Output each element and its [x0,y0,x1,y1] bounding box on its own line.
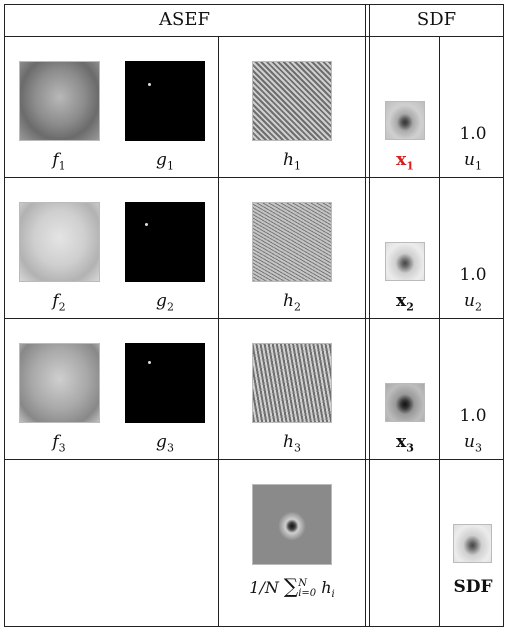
label-u1: u1 [464,150,482,173]
gaussian-target-g1 [125,61,205,141]
col-divider-double-a [365,4,366,627]
weight-u2: 1.0 [459,265,487,285]
weight-u3: 1.0 [459,406,487,426]
filter-image-h2 [252,202,332,282]
label-u2: u2 [464,291,482,314]
sdf-result-label: SDF [453,577,493,597]
table-border-top [4,4,504,5]
average-filter-image [252,484,332,565]
row-divider-1 [4,177,504,178]
label-u3: u3 [464,432,482,455]
col-divider-asef-h [218,37,219,627]
label-x2: x2 [396,291,414,314]
label-x1: x1 [396,150,414,173]
label-h3: h3 [283,432,301,455]
gaussian-target-g2 [125,202,205,282]
row-divider-3 [4,459,504,460]
asef-header: ASEF [159,8,210,30]
table-border-left [4,4,5,627]
sdf-result-image [453,524,492,563]
eye-patch-x3 [385,383,425,422]
label-f3: f3 [52,432,66,455]
table-border-right [503,4,504,627]
face-image-f2 [19,202,100,282]
label-x3: x3 [396,432,414,455]
face-image-f1 [19,61,100,141]
eye-patch-x1 [385,101,425,140]
target-peak-dot [148,361,151,364]
eye-patch-x2 [385,242,425,281]
label-g3: g3 [156,432,174,455]
target-peak-dot [148,83,151,86]
table-border-bottom [4,626,504,627]
filter-image-h3 [252,343,332,423]
label-h2: h2 [283,291,301,314]
label-f2: f2 [52,291,66,314]
target-peak-dot [145,223,148,226]
average-filter-eye [253,485,331,564]
label-h1: h1 [283,150,301,173]
col-divider-double-b [369,4,370,627]
header-divider [4,36,504,37]
label-g2: g2 [156,291,174,314]
gaussian-target-g3 [125,343,205,423]
label-g1: g1 [156,150,174,173]
row-divider-2 [4,318,504,319]
weight-u1: 1.0 [459,124,487,144]
filter-image-h1 [252,61,332,141]
figure-table [4,4,504,627]
sdf-header: SDF [416,8,457,30]
face-image-f3 [19,343,100,423]
label-f1: f1 [52,150,66,173]
col-divider-sdf [439,37,440,627]
